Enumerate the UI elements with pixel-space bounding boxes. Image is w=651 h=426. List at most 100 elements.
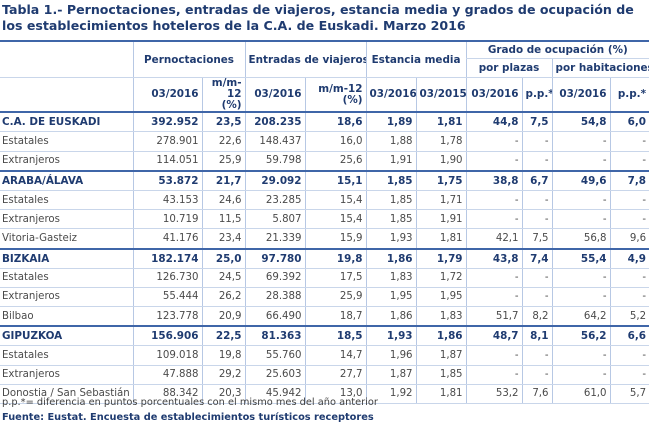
table-cell: - <box>551 287 611 308</box>
table-cell: 1,83 <box>365 268 417 288</box>
table-cell: 55.444 <box>132 287 202 308</box>
header-cell: m/m-12 (%) <box>304 77 367 114</box>
table-cell: 25,9 <box>304 287 367 308</box>
table-cell: 18,6 <box>304 111 367 133</box>
table-cell: 18,7 <box>304 306 367 327</box>
table-cell: 51,7 <box>465 306 523 327</box>
data-table: Pernoctaciones Entradas de viajeros Esta… <box>0 40 650 405</box>
header-cell: por habitaciones <box>551 58 650 79</box>
row-label: Extranjeros <box>0 365 133 385</box>
table-cell: - <box>609 131 650 152</box>
table-cell: - <box>521 190 553 211</box>
table-cell: - <box>609 287 650 308</box>
row-label: Estatales <box>0 131 133 152</box>
row-label: Extranjeros <box>0 209 133 230</box>
table-cell: 6,7 <box>521 169 553 191</box>
table-cell: - <box>609 209 650 230</box>
table-row: Bilbao 123.778 20,9 66.490 18,7 1,86 1,83 51,7 8… <box>0 306 650 327</box>
table-row: Extranjeros 10.719 11,5 5.807 15,4 1,85 1,91- -… <box>0 209 650 230</box>
table-cell: 29,2 <box>201 365 246 385</box>
table-cell: 7,8 <box>609 169 650 191</box>
row-label: GIPUZKOA <box>0 325 133 347</box>
table-cell: 14,7 <box>304 345 367 366</box>
table-cell: 25,6 <box>304 151 367 172</box>
table-cell: 54,8 <box>551 111 611 133</box>
table-cell: - <box>465 151 523 172</box>
table-cell: 8,1 <box>521 325 553 347</box>
table-cell: 56,2 <box>551 325 611 347</box>
table-cell: - <box>465 268 523 288</box>
table-row: Vitoria-Gasteiz 41.176 23,4 21.339 15,9 1,93 1… <box>0 228 650 249</box>
table-row: Extranjeros 114.051 25,9 59.798 25,6 1,91 1,90… <box>0 151 650 172</box>
table-cell: - <box>521 209 553 230</box>
table-cell: 55,4 <box>551 247 611 269</box>
table-cell: 1,86 <box>365 247 417 269</box>
table-cell: 1,86 <box>365 306 417 327</box>
header-cell <box>0 40 133 79</box>
table-cell: - <box>521 131 553 152</box>
table-cell: 392.952 <box>132 111 202 133</box>
table-cell: 23.285 <box>244 190 306 211</box>
table-cell: 1,91 <box>365 151 417 172</box>
table-cell: 109.018 <box>132 345 202 366</box>
table-cell: 5.807 <box>244 209 306 230</box>
table-cell: - <box>609 268 650 288</box>
table-cell: 278.901 <box>132 131 202 152</box>
table-cell: 156.906 <box>132 325 202 347</box>
table-cell: - <box>551 190 611 211</box>
table-cell: 1,71 <box>415 190 467 211</box>
table-cell: 1,83 <box>415 306 467 327</box>
table-cell: 114.051 <box>132 151 202 172</box>
row-label: ARABA/ÁLAVA <box>0 169 133 191</box>
table-cell: 22,5 <box>201 325 246 347</box>
table-cell: 25,9 <box>201 151 246 172</box>
table-row: Donostia / San Sebastián 88.342 20,3 45.942… <box>0 384 650 405</box>
table-cell: - <box>551 151 611 172</box>
table-cell: 41.176 <box>132 228 202 249</box>
row-label: Donostia / San Sebastián <box>0 384 133 405</box>
table-cell: 6,6 <box>609 325 650 347</box>
table-cell: 49,6 <box>551 169 611 191</box>
table-cell: 44,8 <box>465 111 523 133</box>
table-cell: 1,72 <box>415 268 467 288</box>
table-cell: - <box>521 268 553 288</box>
table-cell: - <box>551 345 611 366</box>
table-cell: 21.339 <box>244 228 306 249</box>
table-cell: 25,0 <box>201 247 246 269</box>
table-cell: - <box>521 151 553 172</box>
table-cell: 4,9 <box>609 247 650 269</box>
table-cell: - <box>465 345 523 366</box>
table-row: Estatales 43.153 24,6 23.285 15,4 1,85 1,71- - -… <box>0 190 650 211</box>
table-title: Tabla 1.- Pernoctaciones, entradas de vi… <box>2 2 634 33</box>
header-row: Pernoctaciones Entradas de viajeros Esta… <box>0 40 650 79</box>
table-cell: 15,4 <box>304 190 367 211</box>
table-cell: - <box>609 190 650 211</box>
table-cell: 15,1 <box>304 169 367 191</box>
table-cell: 23,5 <box>201 111 246 133</box>
table-cell: 1,81 <box>415 384 467 405</box>
header-cell: Estancia media <box>365 40 467 79</box>
table-cell: 13,0 <box>304 384 367 405</box>
header-cell: p.p.* <box>609 77 650 114</box>
row-label: Extranjeros <box>0 287 133 308</box>
row-label: Estatales <box>0 190 133 211</box>
table-cell: 45.942 <box>244 384 306 405</box>
table-cell: 27,7 <box>304 365 367 385</box>
header-cell: Pernoctaciones <box>132 40 246 79</box>
table-cell: 16,0 <box>304 131 367 152</box>
table-cell: 1,85 <box>365 209 417 230</box>
table-cell: 10.719 <box>132 209 202 230</box>
table-cell: 148.437 <box>244 131 306 152</box>
table-cell: 20,3 <box>201 384 246 405</box>
table-cell: - <box>465 209 523 230</box>
table-cell: 97.780 <box>244 247 306 269</box>
table-cell: 42,1 <box>465 228 523 249</box>
header-cell: por plazas <box>465 58 553 79</box>
table-cell: 1,86 <box>415 325 467 347</box>
table-cell: 24,6 <box>201 190 246 211</box>
table-row: Extranjeros 47.888 29,2 25.603 27,7 1,87 1,85-… <box>0 365 650 385</box>
header-cell: Entradas de viajeros <box>244 40 367 79</box>
header-cell: 03/2016 <box>132 77 202 114</box>
header-cell: 03/2015 <box>415 77 467 114</box>
table-cell: 1,91 <box>415 209 467 230</box>
